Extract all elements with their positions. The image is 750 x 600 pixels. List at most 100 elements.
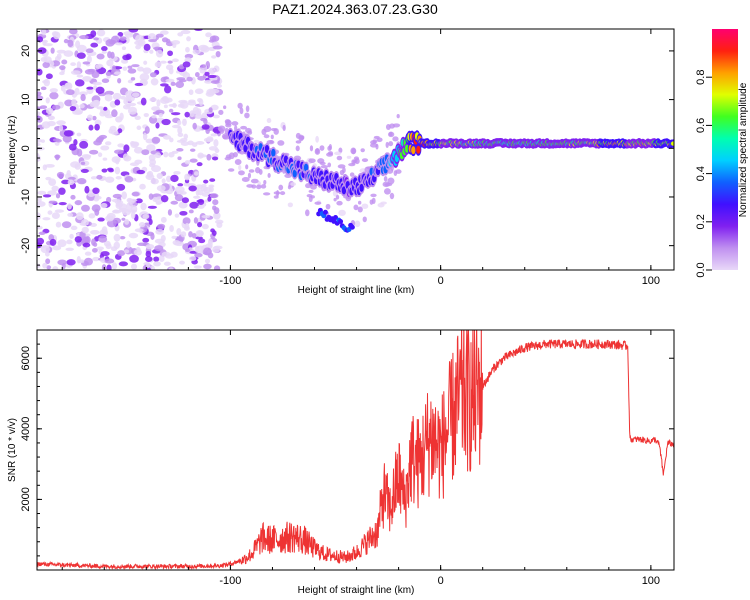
noise-cell	[210, 104, 219, 111]
noise-cell	[158, 255, 165, 262]
noise-cell	[145, 250, 152, 258]
noise-cell	[95, 86, 105, 94]
noise-cell	[82, 75, 92, 82]
noise-cell	[140, 202, 147, 211]
noise-cell	[96, 174, 103, 180]
noise-cell	[124, 218, 130, 225]
noise-cell	[194, 88, 204, 95]
noise-cell	[244, 112, 250, 119]
noise-cell	[126, 197, 133, 203]
spectrogram-heatmap	[37, 29, 674, 270]
noise-cell	[111, 198, 121, 203]
noise-cell	[128, 29, 139, 33]
noise-cell	[149, 158, 157, 166]
noise-cell	[108, 168, 114, 173]
x-tick-label: 0	[438, 575, 444, 587]
noise-cell	[334, 151, 342, 156]
y-tick-label: 4000	[20, 417, 32, 441]
noise-cell	[210, 228, 215, 233]
noise-cell	[361, 203, 369, 209]
noise-cell	[76, 52, 86, 59]
noise-cell	[101, 46, 108, 52]
noise-cell	[65, 89, 75, 96]
noise-cell	[161, 118, 171, 126]
noise-cell	[130, 263, 138, 270]
noise-cell	[238, 164, 242, 171]
noise-cell	[79, 103, 85, 109]
noise-cell	[117, 143, 125, 148]
noise-cell	[192, 49, 201, 55]
noise-cell	[61, 221, 72, 229]
noise-cell	[111, 156, 121, 163]
noise-cell	[106, 264, 112, 270]
noise-cell	[82, 242, 91, 248]
noise-cell	[170, 251, 178, 258]
noise-cell	[136, 169, 146, 175]
noise-cell	[212, 114, 220, 119]
noise-cell	[69, 105, 77, 112]
noise-cell	[156, 99, 161, 107]
noise-cell	[46, 120, 56, 127]
noise-cell	[156, 172, 163, 180]
noise-cell	[151, 106, 160, 111]
noise-cell	[112, 92, 122, 101]
noise-cell	[217, 84, 223, 88]
noise-cell	[83, 257, 93, 266]
noise-cell	[164, 85, 172, 94]
noise-cell	[225, 123, 232, 128]
noise-cell	[165, 175, 172, 183]
noise-cell	[149, 49, 154, 54]
noise-cell	[336, 155, 343, 161]
noise-cell	[67, 179, 75, 186]
noise-cell	[208, 107, 213, 113]
noise-cell	[148, 218, 153, 225]
noise-cell	[189, 201, 199, 209]
noise-cell	[81, 204, 90, 212]
noise-cell	[298, 134, 304, 142]
noise-cell	[238, 170, 245, 176]
noise-cell	[208, 67, 216, 75]
noise-cell	[92, 256, 100, 262]
noise-cell	[56, 49, 67, 54]
noise-cell	[222, 134, 228, 140]
noise-cell	[114, 42, 123, 46]
noise-cell	[61, 59, 68, 65]
noise-cell	[247, 130, 253, 135]
noise-cell	[56, 171, 65, 179]
noise-cell	[159, 83, 169, 87]
noise-cell	[231, 121, 239, 126]
noise-cell	[43, 78, 51, 87]
noise-cell	[71, 98, 77, 107]
noise-cell	[197, 221, 203, 228]
noise-cell	[74, 236, 82, 243]
noise-cell	[201, 124, 210, 130]
noise-cell	[116, 183, 126, 191]
spectrogram-frame	[36, 28, 675, 271]
noise-cell	[369, 199, 374, 205]
noise-cell	[177, 32, 184, 37]
noise-cell	[96, 246, 104, 251]
noise-cell	[255, 167, 261, 174]
noise-cell	[131, 64, 140, 68]
noise-cell	[213, 139, 219, 147]
noise-cell	[104, 258, 115, 264]
noise-cell	[211, 156, 219, 161]
noise-cell	[346, 155, 352, 159]
noise-cell	[183, 133, 189, 140]
noise-cell	[80, 168, 89, 173]
noise-cell	[177, 103, 185, 108]
noise-cell	[76, 61, 81, 69]
noise-cell	[94, 123, 100, 131]
noise-cell	[383, 176, 388, 182]
noise-cell	[320, 164, 329, 169]
noise-cell	[174, 186, 185, 193]
noise-cell	[210, 80, 220, 84]
noise-cell	[192, 106, 199, 114]
noise-cell	[325, 203, 331, 210]
noise-cell	[168, 108, 174, 113]
noise-cell	[98, 235, 108, 243]
noise-cell	[130, 77, 136, 81]
noise-cell	[151, 115, 157, 119]
ridge-cell	[359, 183, 364, 192]
noise-cell	[130, 211, 136, 219]
